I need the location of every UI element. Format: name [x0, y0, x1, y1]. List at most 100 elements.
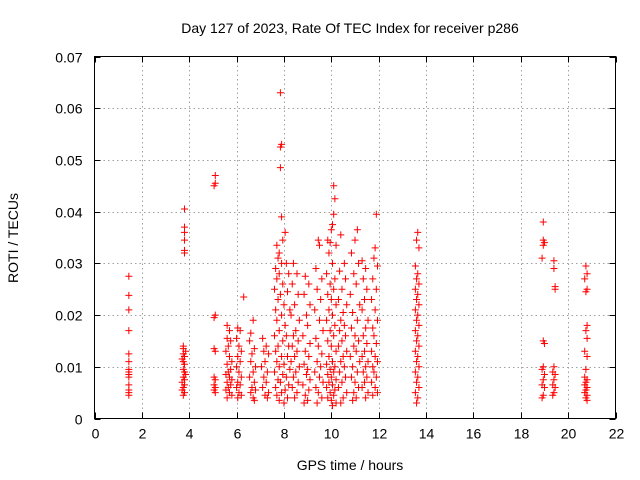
data-point [350, 389, 358, 397]
data-point [300, 290, 308, 298]
data-point [223, 360, 231, 368]
data-point [211, 376, 219, 384]
data-point [414, 311, 422, 319]
data-point [282, 259, 290, 267]
data-point [274, 296, 282, 304]
data-point [270, 285, 278, 293]
data-point [278, 213, 286, 221]
data-point [362, 363, 370, 371]
data-point [330, 332, 338, 340]
data-point [346, 290, 354, 298]
x-axis-label: GPS time / hours [297, 457, 404, 473]
data-point [180, 228, 188, 236]
data-point [331, 386, 339, 394]
data-point [414, 332, 422, 340]
data-point [273, 391, 281, 399]
data-point [413, 337, 421, 345]
data-point [538, 365, 546, 373]
data-point [353, 368, 361, 376]
data-point [278, 389, 286, 397]
data-point [210, 314, 218, 322]
data-point [582, 365, 590, 373]
data-point [318, 350, 326, 358]
data-point [234, 394, 242, 402]
data-point [237, 347, 245, 355]
data-point [247, 358, 255, 366]
y-tick-label: 0.07 [55, 50, 82, 66]
data-point [272, 265, 280, 273]
data-point [225, 327, 233, 335]
data-point [327, 296, 335, 304]
data-point [411, 285, 419, 293]
data-point [342, 332, 350, 340]
data-point [276, 89, 284, 97]
data-point [246, 373, 254, 381]
data-point [275, 396, 283, 404]
data-point [349, 396, 357, 404]
data-point [318, 275, 326, 283]
data-point [279, 371, 287, 379]
data-point [359, 368, 367, 376]
data-point [372, 210, 380, 218]
data-point [228, 376, 236, 384]
grid-lines [94, 56, 616, 419]
data-point [358, 257, 366, 265]
data-point [306, 376, 314, 384]
data-point [260, 347, 268, 355]
data-point [330, 285, 338, 293]
data-point [288, 342, 296, 350]
data-point [252, 386, 260, 394]
y-tick-label: 0.01 [55, 360, 82, 376]
data-point [351, 236, 359, 244]
data-point [249, 316, 257, 324]
data-point [329, 311, 337, 319]
data-point [539, 218, 547, 226]
data-point [538, 394, 546, 402]
data-point [355, 259, 363, 267]
y-tick-labels: 0 0.01 0.02 0.03 0.04 0.05 0.06 0.07 [55, 50, 82, 428]
x-tick-label: 6 [234, 426, 242, 442]
x-tick-label: 18 [514, 426, 530, 442]
data-point [330, 182, 338, 190]
data-point [263, 368, 271, 376]
data-point [360, 378, 368, 386]
data-point [211, 347, 219, 355]
plot-frame [94, 56, 616, 419]
data-point [263, 394, 271, 402]
data-point [340, 259, 348, 267]
data-point [295, 363, 303, 371]
data-point [339, 352, 347, 360]
data-point [272, 306, 280, 314]
data-point [295, 316, 303, 324]
data-point [336, 267, 344, 275]
data-point [324, 371, 332, 379]
data-point [314, 342, 322, 350]
data-point [224, 342, 232, 350]
y-tick-label: 0.05 [55, 153, 82, 169]
data-point [318, 394, 326, 402]
data-point [312, 265, 320, 273]
data-point [125, 272, 133, 280]
data-point [581, 275, 589, 283]
data-point [317, 363, 325, 371]
data-point [237, 391, 245, 399]
data-point [550, 257, 558, 265]
data-point [415, 244, 423, 252]
data-point [413, 358, 421, 366]
data-points [125, 89, 591, 410]
data-point [337, 399, 345, 407]
data-point [182, 371, 190, 379]
data-point [300, 399, 308, 407]
data-point [319, 327, 327, 335]
data-point [360, 296, 368, 304]
data-point [259, 383, 267, 391]
data-point [291, 301, 299, 309]
y-tick-label: 0.06 [55, 101, 82, 117]
data-point [257, 363, 265, 371]
data-point [370, 368, 378, 376]
data-point [413, 399, 421, 407]
data-point [291, 394, 299, 402]
data-point [369, 391, 377, 399]
data-point [372, 373, 380, 381]
